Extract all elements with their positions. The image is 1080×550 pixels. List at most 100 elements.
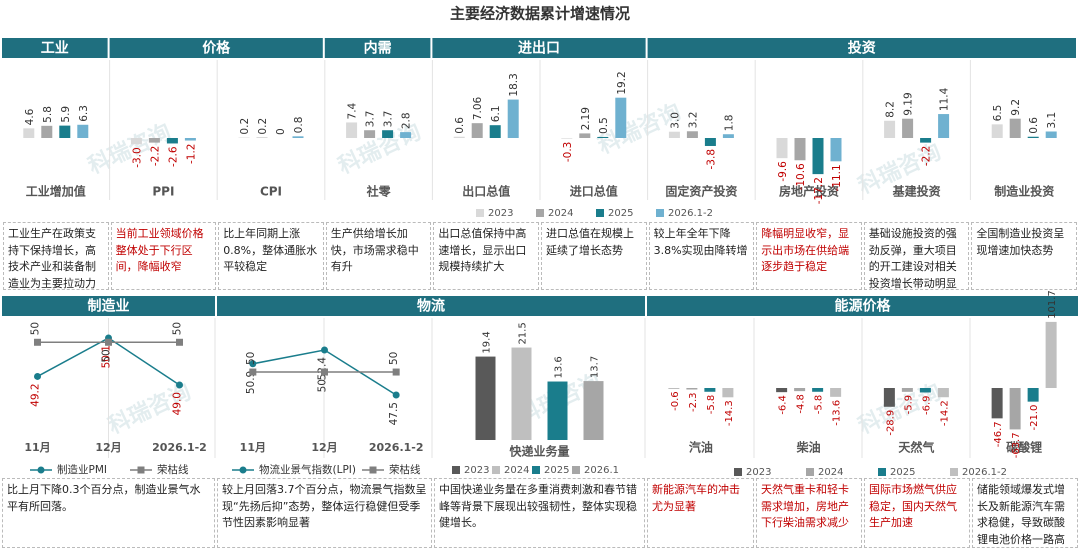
value-label: 9.19 [903,92,915,115]
note: 全国制造业投资呈现增速加快态势 [971,222,1077,290]
legend-label: 2025 [608,208,633,219]
value-label: -3.8 [705,149,717,170]
bar [364,130,376,138]
category-label: 制造业投资 [994,184,1054,199]
x-tick-label: 11月 [240,441,266,454]
note: 进口总值在规模上延续了增长态势 [541,222,647,290]
legend-swatch [492,466,500,474]
value-label: -6.4 [778,395,789,415]
value-label: -28.9 [885,410,896,436]
x-tick-label: 2026.1-2 [369,441,424,454]
marker [34,372,41,380]
value-label: 3.2 [687,112,699,129]
value-label: 8.2 [885,101,897,118]
bar [883,388,895,407]
value-label: 50.1 [101,345,113,368]
marker [249,368,257,376]
category-label: 汽油 [689,440,713,455]
legend-label: 制造业PMI [57,463,107,476]
x-tick-label: 2026.1-2 [152,441,207,454]
note: 储能领域爆发式增长及新能源汽车需求稳健，导致碳酸锂电池价格一路高涨 [972,478,1078,548]
bar [722,134,734,138]
section-title: 内需 [364,40,392,57]
value-label: -21.0 [1029,405,1040,431]
value-label: -0.6 [670,391,681,411]
bar [776,138,788,159]
value-label: 50 [101,349,113,362]
legend-swatch [596,209,604,217]
legend-swatch [532,466,540,474]
legend-swatch [734,468,742,476]
legend-swatch [452,466,460,474]
marker [249,360,257,368]
value-label: -2.2 [921,146,933,167]
value-label: 6.1 [490,105,502,122]
bar [812,388,824,392]
value-label: 5.8 [42,106,54,123]
bar [382,130,394,138]
legend-swatch [878,468,886,476]
legend-marker [239,466,247,474]
note: 比上年同期上涨0.8%，整体通胀水平较稳定 [218,222,324,290]
bar [938,114,950,138]
bar [920,138,932,143]
section-title: 价格 [202,40,231,57]
value-label: 3.1 [1046,112,1058,129]
note: 生产供给增长加快，市场需求稳中有升 [325,222,432,290]
value-label: 50.9 [245,371,257,394]
bar [794,388,806,392]
note: 国际市场燃气供应稳定，国内天然气生产加速 [864,478,970,548]
value-label: -6.9 [921,395,932,415]
bar [184,138,196,141]
marker [176,381,183,389]
bar [991,388,1003,419]
section-header [432,38,646,58]
bar [902,118,914,138]
bar [901,388,913,392]
value-label: 3.0 [669,112,681,129]
legend-label: 物流业景气指数(LPI) [259,463,356,476]
bar [23,128,35,138]
category-label: 固定资产投资 [665,184,737,199]
note: 较上年全年下降3.8%实现由降转增 [648,222,755,290]
note: 降幅明显收窄，显示出市场在供给端逐步趋于稳定 [756,222,862,290]
legend-label: 荣枯线 [157,463,189,476]
marker [105,338,112,346]
marker [321,368,328,376]
bar [148,138,160,143]
category-label: 碳酸锂 [1006,440,1042,455]
bar [704,138,716,146]
bar [722,388,734,398]
category-label: 社零 [366,184,392,199]
value-label: 2.19 [580,107,592,130]
category-label: 基建投资 [892,184,941,199]
value-label: -2.3 [688,392,699,412]
section-header [324,38,431,58]
value-label: 9.2 [1010,99,1022,116]
section-title: 物流 [417,298,445,315]
value-label: 3.7 [383,111,395,128]
bar [937,388,949,398]
legend-label: 2023 [464,465,489,476]
value-label: -11.1 [831,164,843,191]
value-label: -2.2 [149,146,161,167]
note: 较上月回落3.7个百分点，物流景气指数呈现“先扬后抑”态势，整体运行稳健但受季节… [217,478,432,548]
page-title: 主要经济数据累计增速情况 [450,5,630,23]
value-label: 0.5 [598,117,610,134]
bar [597,136,609,138]
section-header [2,296,215,316]
value-label: 13.7 [590,356,601,378]
value-label: 0.6 [454,117,466,134]
bar [453,136,465,138]
value-label: 11.4 [939,87,951,111]
value-label: -13.6 [832,400,843,426]
value-label: -5.8 [814,395,825,415]
x-tick-label: 12月 [311,441,337,454]
category-label: 进口总值 [570,184,618,199]
value-label: 4.6 [24,108,36,125]
section-title: 进出口 [518,40,560,57]
section-title: 工业 [41,41,69,57]
value-label: -14.3 [724,400,735,426]
marker [34,338,41,346]
legend-swatch [950,468,958,476]
